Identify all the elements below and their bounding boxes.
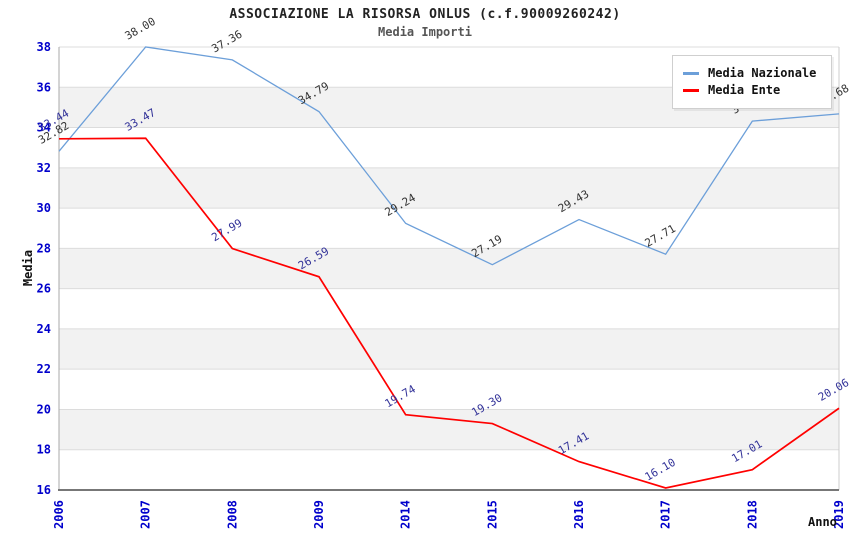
y-tick-label: 34 bbox=[37, 121, 51, 135]
y-tick-label: 32 bbox=[37, 161, 51, 175]
x-tick-label: 2016 bbox=[572, 500, 586, 529]
plot-band bbox=[59, 449, 839, 490]
y-tick-label: 20 bbox=[37, 402, 51, 416]
x-tick-label: 2019 bbox=[832, 500, 846, 529]
x-tick-label: 2018 bbox=[745, 500, 759, 529]
plot-band bbox=[59, 409, 839, 450]
x-tick-label: 2009 bbox=[312, 500, 326, 529]
legend-label: Media Ente bbox=[708, 83, 781, 97]
plot-band bbox=[59, 288, 839, 329]
plot-band bbox=[59, 328, 839, 370]
series-line bbox=[58, 46, 840, 266]
legend-item-ente: Media Ente bbox=[683, 83, 821, 97]
y-tick-label: 30 bbox=[37, 201, 51, 215]
x-tick-label: 2006 bbox=[52, 500, 66, 529]
legend-label: Media Nazionale bbox=[708, 66, 817, 80]
legend: Media Nazionale Media Ente bbox=[672, 55, 832, 109]
y-tick-label: 22 bbox=[37, 362, 51, 376]
y-axis-title: Media bbox=[21, 249, 36, 287]
plot-band bbox=[59, 248, 839, 289]
y-tick-label: 38 bbox=[37, 40, 51, 54]
x-tick-label: 2014 bbox=[399, 500, 413, 529]
legend-swatch bbox=[683, 71, 699, 75]
x-axis-title: Anno bbox=[808, 515, 837, 529]
plot-band bbox=[59, 369, 839, 410]
y-tick-label: 36 bbox=[37, 80, 51, 94]
chart-title: ASSOCIAZIONE LA RISORSA ONLUS (c.f.90009… bbox=[229, 7, 621, 22]
plot-band bbox=[59, 127, 839, 168]
plot-band bbox=[59, 167, 839, 209]
x-tick-label: 2015 bbox=[485, 500, 499, 529]
series-line bbox=[58, 137, 840, 489]
y-tick-label: 18 bbox=[37, 443, 51, 457]
y-tick-label: 24 bbox=[37, 322, 51, 336]
y-tick-label: 16 bbox=[37, 483, 51, 497]
x-tick-label: 2017 bbox=[659, 500, 673, 529]
plot-band bbox=[59, 208, 839, 249]
legend-item-nazionale: Media Nazionale bbox=[683, 66, 821, 80]
y-tick-label: 26 bbox=[37, 282, 51, 296]
data-label: 38.00 bbox=[123, 15, 158, 43]
legend-swatch bbox=[683, 88, 699, 92]
x-tick-label: 2007 bbox=[139, 500, 153, 529]
y-tick-label: 28 bbox=[37, 241, 51, 255]
x-tick-label: 2008 bbox=[225, 500, 239, 529]
chart-subtitle: Media Importi bbox=[378, 25, 472, 39]
